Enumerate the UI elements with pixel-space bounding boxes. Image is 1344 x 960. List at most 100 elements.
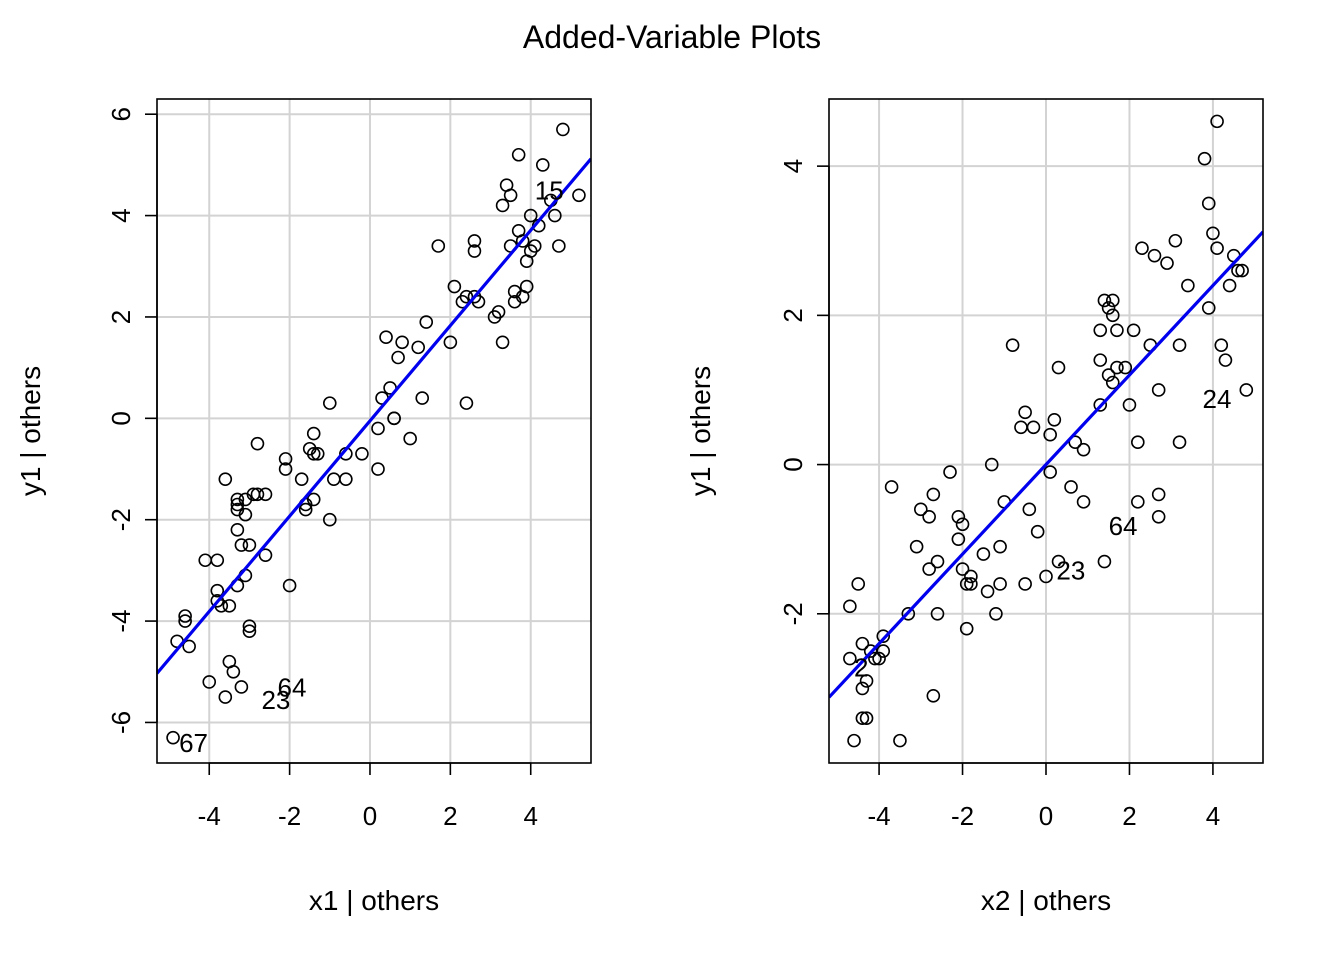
x-axis-title: x2 | others bbox=[981, 885, 1111, 916]
data-point bbox=[989, 606, 1003, 621]
data-point bbox=[1026, 420, 1041, 435]
data-point bbox=[519, 279, 534, 294]
data-point bbox=[306, 492, 321, 507]
y-axis-title: y1 | others bbox=[685, 366, 716, 496]
data-point bbox=[859, 674, 874, 688]
point-label-23: 23 bbox=[1056, 556, 1085, 586]
data-point bbox=[922, 562, 936, 576]
data-point bbox=[1151, 509, 1166, 524]
data-point bbox=[415, 391, 430, 405]
data-point bbox=[955, 517, 970, 532]
data-point bbox=[1097, 293, 1112, 308]
x-tick-label: -4 bbox=[868, 801, 891, 831]
data-point bbox=[182, 639, 196, 654]
y-tick-label: 2 bbox=[778, 308, 808, 322]
data-point bbox=[1051, 360, 1066, 375]
data-point bbox=[322, 396, 337, 410]
x-axis-title: x1 | others bbox=[309, 885, 439, 916]
y-tick-label: 4 bbox=[778, 159, 808, 173]
data-point bbox=[1235, 263, 1249, 278]
data-point bbox=[511, 147, 526, 162]
data-point bbox=[855, 636, 870, 651]
data-point bbox=[859, 711, 874, 726]
point-label-24: 24 bbox=[1202, 384, 1231, 414]
data-point bbox=[951, 509, 966, 524]
data-point bbox=[218, 690, 233, 704]
regression-line bbox=[829, 230, 1263, 699]
data-point bbox=[572, 188, 586, 203]
data-point bbox=[876, 644, 891, 658]
y-tick-label: -4 bbox=[106, 610, 136, 633]
data-point bbox=[391, 350, 405, 365]
data-point bbox=[1076, 442, 1091, 457]
data-point bbox=[1018, 405, 1032, 420]
point-label-2: 2 bbox=[854, 653, 868, 683]
data-point bbox=[178, 609, 192, 623]
data-point bbox=[230, 492, 245, 507]
data-point bbox=[1039, 569, 1053, 584]
data-point bbox=[178, 614, 192, 628]
data-point bbox=[306, 447, 321, 461]
data-point bbox=[166, 730, 180, 745]
data-point bbox=[1068, 435, 1083, 449]
data-point bbox=[1093, 323, 1108, 338]
data-point bbox=[1172, 338, 1187, 353]
data-point bbox=[1131, 495, 1145, 509]
data-point bbox=[1151, 383, 1166, 397]
data-point bbox=[419, 315, 434, 329]
data-point bbox=[1043, 465, 1057, 479]
y-tick-label: 0 bbox=[778, 457, 808, 471]
data-point bbox=[250, 487, 265, 502]
data-point bbox=[210, 553, 225, 568]
data-point bbox=[1047, 413, 1062, 427]
data-point bbox=[556, 122, 570, 137]
data-point bbox=[876, 629, 891, 643]
data-point bbox=[403, 431, 417, 446]
data-point bbox=[552, 239, 566, 253]
x-tick-label: 2 bbox=[1122, 801, 1136, 831]
data-point bbox=[1022, 502, 1037, 517]
y-tick-label: 6 bbox=[106, 107, 136, 121]
data-point bbox=[371, 462, 385, 476]
data-point bbox=[1147, 248, 1162, 263]
regression-line bbox=[157, 157, 591, 675]
data-point bbox=[1051, 554, 1066, 569]
data-point bbox=[1168, 233, 1183, 248]
data-point bbox=[1043, 427, 1057, 442]
y-tick-label: -2 bbox=[106, 508, 136, 531]
figure-title: Added-Variable Plots bbox=[523, 19, 821, 55]
data-point bbox=[355, 447, 369, 461]
data-point bbox=[278, 462, 293, 476]
data-point bbox=[893, 733, 907, 748]
data-point bbox=[1105, 308, 1120, 323]
data-point bbox=[1239, 383, 1254, 397]
data-point bbox=[1005, 338, 1020, 353]
data-point bbox=[1151, 487, 1166, 502]
data-point bbox=[339, 472, 353, 486]
data-point bbox=[872, 651, 886, 666]
data-point bbox=[951, 532, 966, 546]
point-label-64: 64 bbox=[1109, 511, 1138, 541]
data-point bbox=[868, 651, 882, 666]
data-point bbox=[515, 234, 530, 248]
data-point bbox=[327, 472, 341, 486]
data-point bbox=[1101, 301, 1116, 315]
data-point bbox=[1030, 524, 1045, 539]
x-tick-label: 0 bbox=[363, 801, 377, 831]
data-point bbox=[379, 330, 393, 345]
y-tick-label: -6 bbox=[106, 711, 136, 734]
point-label-23: 23 bbox=[261, 685, 290, 715]
data-point bbox=[851, 577, 866, 591]
data-point bbox=[294, 472, 309, 486]
data-point bbox=[993, 539, 1007, 554]
data-point bbox=[855, 681, 870, 696]
data-point bbox=[371, 421, 385, 436]
data-point bbox=[959, 577, 974, 591]
data-point bbox=[443, 335, 458, 350]
data-point bbox=[278, 452, 293, 466]
data-point bbox=[503, 188, 518, 203]
data-point bbox=[1097, 554, 1112, 569]
data-point bbox=[1105, 375, 1120, 390]
data-point bbox=[914, 502, 928, 517]
